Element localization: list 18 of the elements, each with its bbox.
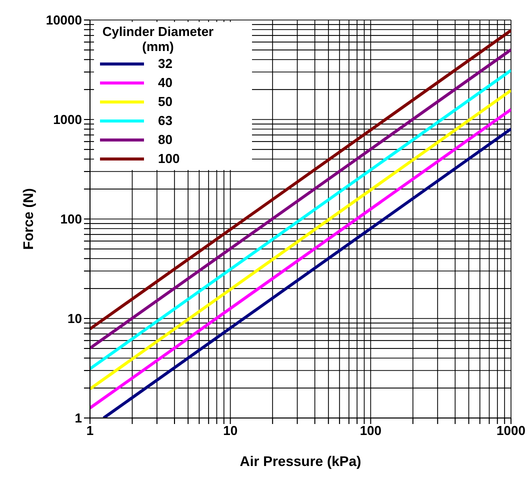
y-axis-title: Force (N) <box>20 188 36 250</box>
legend-label: 63 <box>158 113 172 128</box>
legend-label: 50 <box>158 94 172 109</box>
y-tick-label: 100 <box>60 212 82 227</box>
x-tick-label: 1 <box>86 423 94 438</box>
y-tick-label: 10000 <box>46 12 82 28</box>
legend-label: 80 <box>158 132 172 147</box>
y-tick-label: 1 <box>74 410 82 426</box>
y-tick-label: 1000 <box>53 112 82 128</box>
x-tick-label: 1000 <box>496 423 526 438</box>
legend-label: 32 <box>158 56 172 71</box>
x-tick-label: 100 <box>360 423 382 438</box>
legend-label: 40 <box>158 75 172 90</box>
x-tick-label: 10 <box>223 423 238 438</box>
legend-label: 100 <box>158 151 180 166</box>
x-axis-title: Air Pressure (kPa) <box>240 453 362 469</box>
legend-title: Cylinder Diameter (mm) <box>101 24 215 54</box>
y-tick-label: 10 <box>68 311 82 326</box>
